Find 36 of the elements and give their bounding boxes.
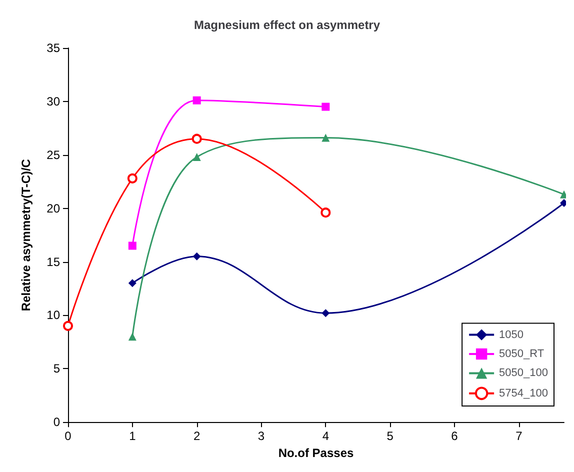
legend-label: 1050 (499, 328, 524, 341)
y-tick-label: 10 (46, 308, 60, 322)
y-tick-label: 15 (46, 254, 60, 269)
x-tick-label: 1 (129, 429, 136, 444)
x-tick-label: 6 (451, 429, 458, 444)
point (128, 332, 136, 341)
point (192, 252, 201, 260)
point (322, 134, 330, 142)
y-tick-label: 30 (46, 94, 60, 108)
y-tick-label: 0 (53, 415, 60, 430)
legend-label: 5754_100 (499, 387, 548, 400)
x-tick-label: 0 (64, 429, 72, 444)
y-axis-title: Relative asymmetry(T-C)/C (19, 158, 33, 312)
chart-title: Magnesium effect on asymmetry (194, 18, 380, 32)
x-tick-label: 5 (386, 429, 394, 444)
x-axis-title: No.of Passes (278, 446, 354, 460)
x-tick-label: 4 (322, 429, 330, 444)
point (322, 309, 330, 318)
y-tick-label: 35 (46, 41, 60, 55)
legend-label: 5050_RT (499, 348, 544, 360)
y-tick-label: 25 (46, 148, 60, 162)
point (320, 208, 331, 218)
x-tick-label: 3 (258, 429, 265, 444)
legend-label: 5050_100 (499, 367, 548, 380)
x-tick-label: 2 (193, 429, 200, 444)
point (63, 320, 73, 331)
y-tick-label: 5 (53, 362, 60, 376)
point (322, 102, 330, 111)
x-tick-label: 7 (516, 429, 523, 444)
point (192, 96, 201, 104)
point (192, 153, 201, 162)
point (192, 134, 202, 144)
point (127, 173, 138, 184)
point (128, 279, 136, 288)
point (128, 242, 136, 250)
y-tick-label: 20 (46, 201, 60, 216)
